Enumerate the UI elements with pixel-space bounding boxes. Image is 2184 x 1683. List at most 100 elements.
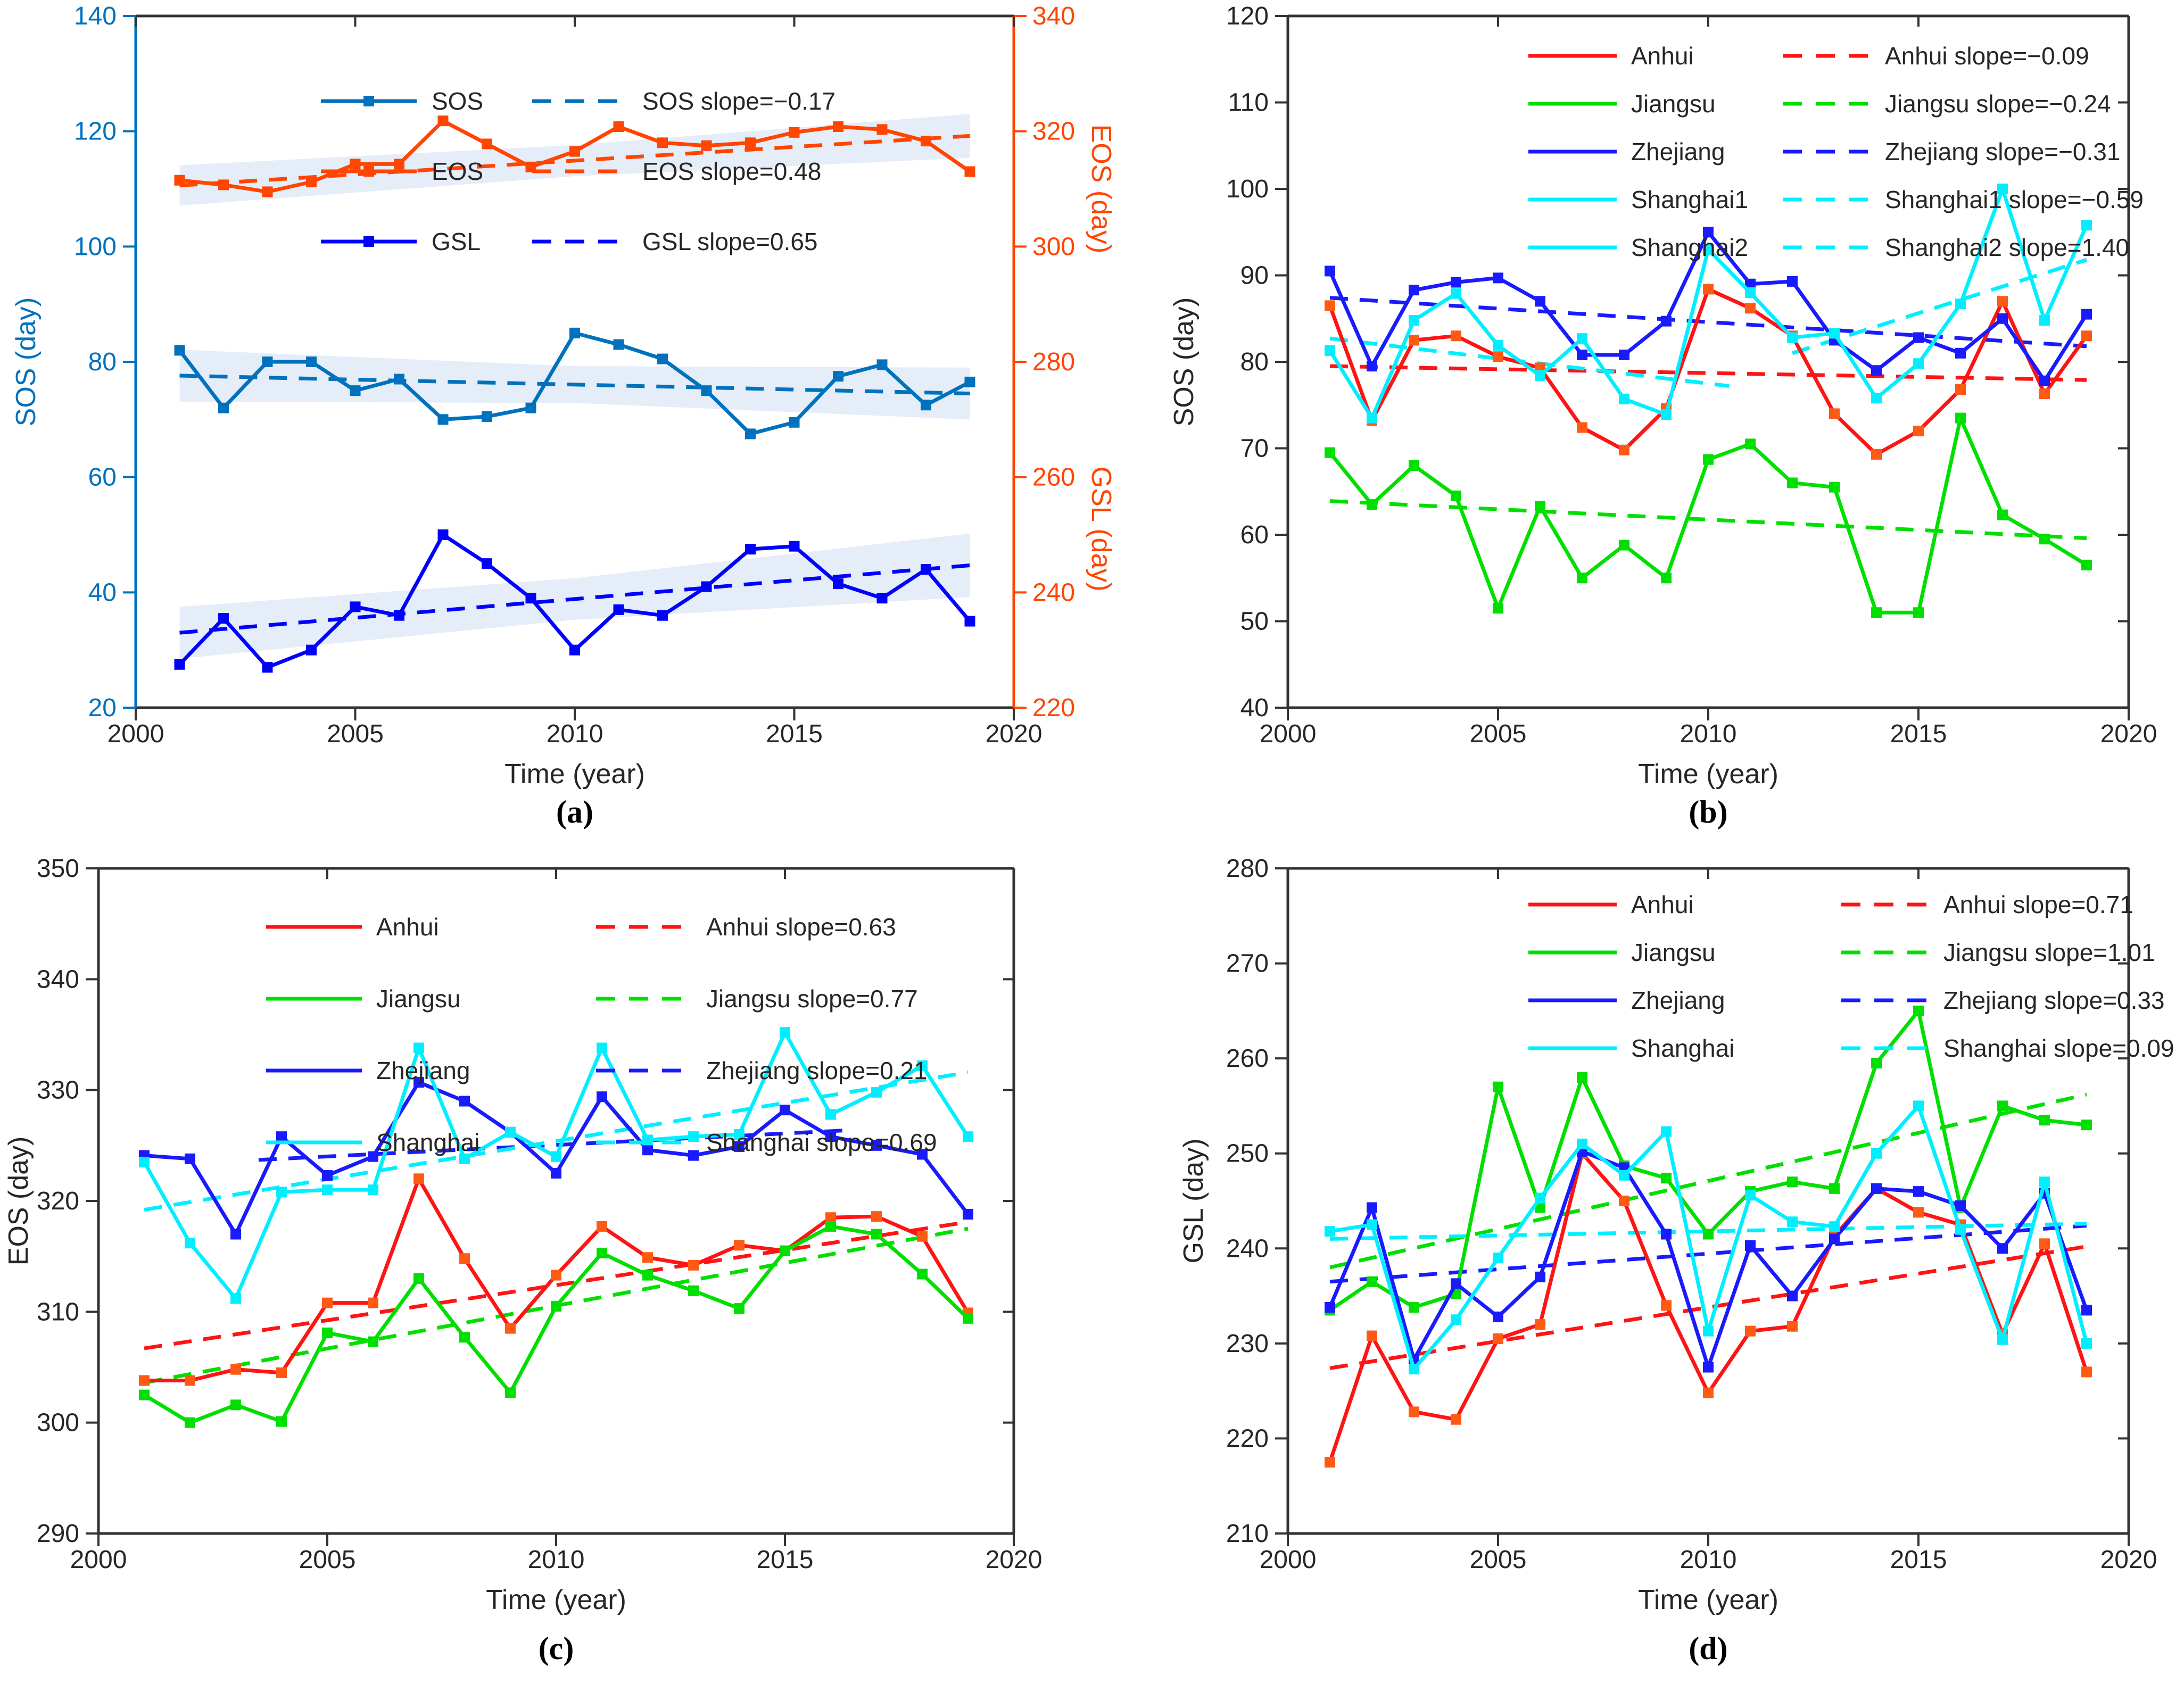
data-point-shanghai-2011 bbox=[597, 1042, 607, 1054]
trend-line-anhui bbox=[144, 1220, 969, 1350]
legend-slope-label: GSL slope=0.65 bbox=[642, 228, 817, 255]
y-tick-label-left: 40 bbox=[1240, 694, 1269, 722]
legend-series-label: GSL bbox=[432, 228, 481, 255]
data-point-shanghai-2004 bbox=[1451, 1314, 1461, 1325]
series-markers-gsl bbox=[174, 529, 975, 673]
data-point-shanghai-2001 bbox=[1325, 345, 1335, 356]
legend-series-label: Shanghai2 bbox=[1631, 234, 1748, 261]
data-point-gsl-2018 bbox=[921, 564, 931, 575]
data-point-anhui-2016 bbox=[825, 1212, 836, 1223]
data-point-jiangsu-2002 bbox=[1367, 1276, 1377, 1287]
data-point-sos-2013 bbox=[701, 385, 712, 396]
data-point-anhui-2019 bbox=[2081, 330, 2092, 342]
series-markers-shanghai bbox=[1325, 184, 2092, 424]
data-point-zhejiang-2011 bbox=[1745, 1240, 1756, 1251]
x-tick-label: 2010 bbox=[1680, 1546, 1737, 1574]
series-markers-anhui bbox=[1325, 284, 2092, 460]
data-point-zhejiang-2003 bbox=[230, 1229, 241, 1240]
data-point-jiangsu-2003 bbox=[1409, 460, 1419, 471]
y-tick-label-left: 210 bbox=[1226, 1520, 1269, 1548]
data-point-jiangsu-2008 bbox=[459, 1332, 470, 1343]
trend-line-anhui bbox=[1329, 1245, 2087, 1370]
data-point-shanghai-2018 bbox=[917, 1060, 928, 1071]
data-point-zhejiang-2016 bbox=[1955, 347, 1966, 359]
legend-series-label: Zhejiang bbox=[376, 1057, 470, 1084]
legend-marker-sample bbox=[363, 236, 374, 247]
data-point-jiangsu-2017 bbox=[871, 1229, 882, 1240]
data-point-jiangsu-2007 bbox=[413, 1273, 424, 1284]
data-point-anhui-2002 bbox=[1367, 1330, 1377, 1341]
data-point-eos-2016 bbox=[833, 121, 843, 132]
y-tick-label-left: 110 bbox=[1228, 89, 1269, 117]
data-point-jiangsu-2015 bbox=[780, 1245, 790, 1256]
data-point-shanghai-2007 bbox=[1577, 333, 1587, 344]
x-tick-label: 2005 bbox=[1470, 1546, 1527, 1574]
data-point-shanghai-2019 bbox=[963, 1131, 973, 1142]
data-point-jiangsu-2016 bbox=[1955, 412, 1966, 424]
data-point-zhejiang-2012 bbox=[1787, 276, 1798, 287]
legend-series-label: Shanghai bbox=[1631, 1034, 1734, 1062]
data-point-zhejiang-2018 bbox=[917, 1149, 928, 1160]
data-point-shanghai-2011 bbox=[1745, 1190, 1756, 1201]
data-point-jiangsu-2019 bbox=[2081, 559, 2092, 570]
data-point-gsl-2016 bbox=[833, 578, 843, 590]
trend-line-sos bbox=[179, 374, 970, 396]
data-point-jiangsu-2003 bbox=[1409, 1302, 1419, 1313]
series-line-shanghai bbox=[1328, 187, 2089, 420]
data-point-shanghai-2004 bbox=[1451, 288, 1461, 299]
data-point-anhui-2009 bbox=[1661, 1300, 1672, 1311]
panel-b-sos-by-province-chart: 2000 2005 2010 2015 2020 40 50 60 70 80 90 100 110 12… bbox=[1092, 0, 2184, 842]
data-point-eos-2007 bbox=[437, 115, 449, 127]
data-point-jiangsu-2017 bbox=[1997, 509, 2008, 520]
data-point-anhui-2008 bbox=[1619, 1196, 1629, 1206]
x-tick-label: 2015 bbox=[766, 720, 823, 748]
data-point-zhejiang-2010 bbox=[1703, 227, 1714, 238]
legend-slope-label: EOS slope=0.48 bbox=[642, 157, 821, 185]
data-point-jiangsu-2014 bbox=[1871, 1058, 1882, 1069]
data-point-shanghai-2007 bbox=[1577, 1138, 1587, 1149]
data-point-anhui-2012 bbox=[642, 1252, 653, 1263]
y-tick-label-left: 270 bbox=[1226, 950, 1269, 978]
data-point-anhui-2007 bbox=[413, 1173, 424, 1184]
right-axis-label: GSL (day) bbox=[1086, 467, 1116, 592]
legend-slope-label: Jiangsu slope=−0.24 bbox=[1885, 90, 2111, 118]
legend-series-label: Zhejiang bbox=[1631, 138, 1725, 165]
x-tick-label: 2010 bbox=[1680, 720, 1737, 748]
data-point-zhejiang-2019 bbox=[2081, 1305, 2092, 1316]
data-point-anhui-2018 bbox=[917, 1231, 928, 1242]
caption-a: (a) bbox=[556, 794, 593, 830]
data-point-shanghai-2016 bbox=[1955, 1224, 1966, 1235]
y-tick-label-left: 280 bbox=[1226, 855, 1269, 883]
data-point-shanghai-2002 bbox=[1367, 1219, 1377, 1230]
legend-series-label: Zhejiang bbox=[1631, 986, 1725, 1014]
data-point-jiangsu-2005 bbox=[1493, 603, 1503, 614]
x-tick-label: 2005 bbox=[327, 720, 384, 748]
data-point-anhui-2019 bbox=[2081, 1366, 2092, 1378]
data-point-zhejiang-2014 bbox=[734, 1141, 744, 1152]
data-point-zhejiang-2006 bbox=[1535, 1271, 1545, 1282]
data-point-shanghai-2003 bbox=[1409, 1364, 1419, 1375]
data-point-sos-2011 bbox=[613, 339, 624, 350]
x-tick-label: 2020 bbox=[986, 1546, 1043, 1574]
data-point-zhejiang-2018 bbox=[2039, 375, 2050, 386]
legend: Anhui Anhui slope=0.71 Jiangsu Jiangsu slop… bbox=[1528, 891, 2174, 1062]
legend-slope-label: Jiangsu slope=1.01 bbox=[1943, 939, 2155, 966]
data-point-shanghai-2008 bbox=[1619, 393, 1629, 404]
data-point-anhui-2003 bbox=[230, 1364, 241, 1375]
data-point-anhui-2013 bbox=[1829, 408, 1840, 419]
data-point-jiangsu-2005 bbox=[1493, 1081, 1503, 1092]
y-tick-label-left: 220 bbox=[1226, 1424, 1269, 1453]
data-point-jiangsu-2012 bbox=[1787, 1176, 1798, 1188]
data-point-anhui-2015 bbox=[1913, 426, 1924, 436]
data-point-jiangsu-2017 bbox=[1997, 1100, 2008, 1112]
series-markers-sos bbox=[174, 327, 975, 440]
data-point-anhui-2010 bbox=[551, 1270, 561, 1281]
panel-d-gsl-by-province-chart: 2000 2005 2010 2015 2020 210 220 230 240 250 260 27… bbox=[1092, 842, 2184, 1683]
chart-b-canvas: 2000 2005 2010 2015 2020 40 50 60 70 80 90 100 110 12… bbox=[1169, 2, 2157, 790]
x-tick-label: 2015 bbox=[1890, 720, 1947, 748]
y-axis-label: EOS (day) bbox=[3, 1137, 34, 1266]
y-tick-label-right: 220 bbox=[1032, 694, 1075, 722]
data-point-shanghai-2002 bbox=[185, 1238, 195, 1249]
data-point-shanghai-2017 bbox=[871, 1087, 882, 1098]
panel-c-eos-by-province-chart: 2000 2005 2010 2015 2020 290 300 310 320 330 340 35… bbox=[0, 842, 1092, 1683]
